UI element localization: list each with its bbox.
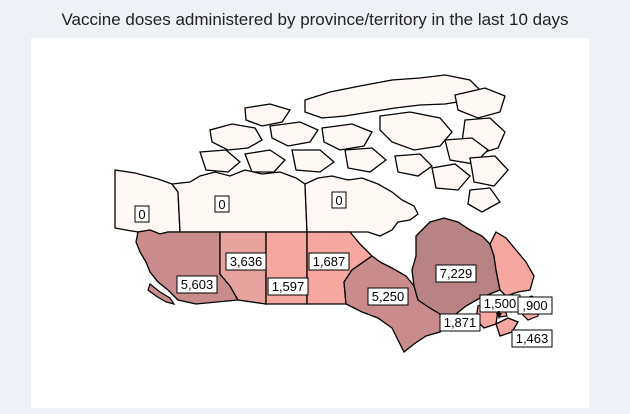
label-yukon: 0 [138,207,145,222]
value-label: ,900 [517,296,553,315]
value-label: 1,687 [308,252,350,271]
label-nunavut: 0 [335,193,342,208]
value-label: 7,229 [435,264,477,283]
label-newfoundland-labrador: ,900 [522,298,547,313]
canada-map: 0 0 0 5,603 3,636 1,597 1,687 5,250 7,22… [114,74,553,354]
label-manitoba: 1,687 [313,254,346,269]
region-northwest-territories[interactable] [170,169,308,233]
value-label: 5,603 [176,275,218,294]
region-nova-scotia[interactable] [495,317,519,337]
region-nunavut[interactable] [304,175,419,237]
label-prince-edward-island: 1,500 [484,296,517,311]
value-label: 0 [134,205,150,223]
label-nova-scotia: 1,463 [516,331,549,346]
value-label: 0 [331,191,347,209]
label-new-brunswick: 1,871 [444,315,477,330]
value-label: 3,636 [225,252,267,271]
vancouver-island [147,282,176,305]
value-label: 0 [214,195,230,213]
value-label: 1,871 [439,313,481,332]
value-label: 5,250 [367,287,409,306]
label-british-columbia: 5,603 [181,277,214,292]
map-panel: 0 0 0 5,603 3,636 1,597 1,687 5,250 7,22… [31,38,589,408]
region-newfoundland-labrador[interactable] [489,231,535,297]
map-title: Vaccine doses administered by province/t… [61,10,569,29]
marker-arrow-icon [496,311,502,319]
label-quebec: 7,229 [440,266,473,281]
value-label: 1,597 [267,277,309,296]
value-label: 1,463 [511,329,553,348]
region-yukon[interactable] [114,169,181,235]
label-saskatchewan: 1,597 [272,279,305,294]
arctic-islands [199,74,509,213]
label-northwest-territories: 0 [218,197,225,212]
value-label: 1,500 [479,294,521,313]
label-ontario: 5,250 [372,289,405,304]
label-alberta: 3,636 [230,254,263,269]
